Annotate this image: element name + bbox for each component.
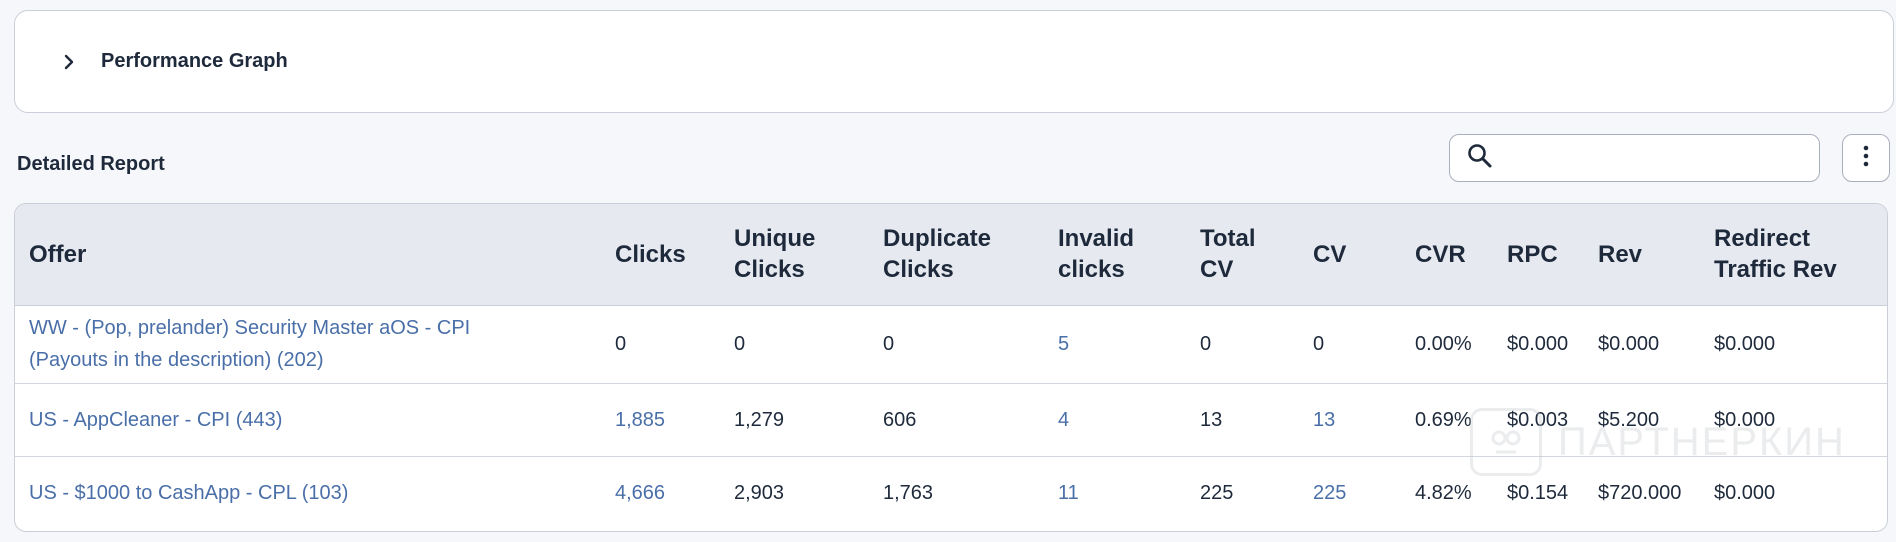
- column-header-cvr[interactable]: CVR: [1401, 204, 1493, 306]
- duplicate-clicks-cell: 0: [883, 333, 895, 355]
- cv-cell: 225: [1299, 456, 1401, 529]
- invalid-clicks-link[interactable]: 5: [1058, 333, 1070, 355]
- cvr-cell: 0.00%: [1415, 333, 1472, 355]
- offer-link[interactable]: US - $1000 to CashApp - CPL (103): [29, 481, 349, 504]
- offer-cell: US - AppCleaner - CPI (443): [15, 383, 601, 456]
- column-header-unique-clicks[interactable]: Unique Clicks: [720, 204, 869, 306]
- invalid-clicks-cell: 4: [1044, 383, 1186, 456]
- duplicate-clicks-cell: 1,763: [883, 481, 934, 504]
- unique-clicks-cell: 1,279: [734, 408, 785, 431]
- invalid-clicks-cell: 11: [1044, 456, 1186, 529]
- redirect-traffic-rev-cell: $0.000: [1714, 333, 1776, 355]
- performance-graph-toggle[interactable]: Performance Graph: [14, 10, 1894, 113]
- cv-cell: 0: [1313, 333, 1325, 355]
- detailed-report-table: Offer Clicks Unique Clicks Duplicate Click…: [14, 203, 1888, 532]
- rev-cell: $5.200: [1598, 408, 1660, 431]
- rpc-cell: $0.154: [1507, 481, 1569, 504]
- more-options-button[interactable]: [1842, 134, 1890, 182]
- unique-clicks-cell: 0: [734, 333, 746, 355]
- offer-cell: WW - (Pop, prelander) Security Master aO…: [15, 305, 601, 383]
- clicks-link[interactable]: 1,885: [615, 408, 666, 431]
- redirect-traffic-rev-cell: $0.000: [1714, 408, 1776, 431]
- performance-graph-title: Performance Graph: [101, 50, 288, 72]
- rpc-cell: $0.003: [1507, 408, 1569, 431]
- duplicate-clicks-cell: 606: [883, 408, 917, 431]
- column-header-offer[interactable]: Offer: [15, 204, 601, 306]
- column-header-total-cv[interactable]: Total CV: [1186, 204, 1299, 306]
- column-header-duplicate-clicks[interactable]: Duplicate Clicks: [869, 204, 1044, 306]
- total-cv-cell: 0: [1200, 333, 1212, 355]
- offer-link[interactable]: WW - (Pop, prelander) Security Master aO…: [29, 317, 471, 371]
- detailed-report-title: Detailed Report: [17, 153, 165, 175]
- table-row: US - $1000 to CashApp - CPL (103) 4,666 …: [15, 456, 1887, 529]
- column-header-redirect-traffic-rev[interactable]: Redirect Traffic Rev: [1700, 204, 1887, 306]
- table-header-row: Offer Clicks Unique Clicks Duplicate Click…: [15, 204, 1887, 306]
- table-row: US - AppCleaner - CPI (443) 1,885 1,279 …: [15, 383, 1887, 456]
- total-cv-cell: 13: [1200, 408, 1223, 431]
- column-header-clicks[interactable]: Clicks: [601, 204, 720, 306]
- clicks-link[interactable]: 4,666: [615, 481, 666, 504]
- search-icon: [1466, 142, 1494, 175]
- table-row: WW - (Pop, prelander) Security Master aO…: [15, 305, 1887, 383]
- cvr-cell: 0.69%: [1415, 408, 1472, 431]
- column-header-cv[interactable]: CV: [1299, 204, 1401, 306]
- clicks-cell: 4,666: [601, 456, 720, 529]
- kebab-menu-icon: [1862, 144, 1870, 173]
- cv-link[interactable]: 13: [1313, 408, 1336, 431]
- rpc-cell: $0.000: [1507, 333, 1569, 355]
- clicks-cell: 1,885: [601, 383, 720, 456]
- unique-clicks-cell: 2,903: [734, 481, 785, 504]
- offer-cell: US - $1000 to CashApp - CPL (103): [15, 456, 601, 529]
- invalid-clicks-link[interactable]: 11: [1058, 481, 1079, 504]
- cv-link[interactable]: 225: [1313, 481, 1347, 504]
- rev-cell: $720.000: [1598, 481, 1682, 504]
- cv-cell: 13: [1299, 383, 1401, 456]
- column-header-invalid-clicks[interactable]: Invalid clicks: [1044, 204, 1186, 306]
- search-input[interactable]: [1502, 135, 1819, 181]
- invalid-clicks-link[interactable]: 4: [1058, 408, 1070, 431]
- clicks-cell: 0: [615, 333, 627, 355]
- offer-link[interactable]: US - AppCleaner - CPI (443): [29, 408, 283, 431]
- invalid-clicks-cell: 5: [1044, 305, 1186, 383]
- column-header-rev[interactable]: Rev: [1584, 204, 1700, 306]
- column-header-rpc[interactable]: RPC: [1493, 204, 1584, 306]
- rev-cell: $0.000: [1598, 333, 1660, 355]
- search-field[interactable]: [1449, 134, 1820, 182]
- chevron-right-icon: [55, 48, 83, 76]
- cvr-cell: 4.82%: [1415, 481, 1472, 504]
- redirect-traffic-rev-cell: $0.000: [1714, 481, 1776, 504]
- total-cv-cell: 225: [1200, 481, 1234, 504]
